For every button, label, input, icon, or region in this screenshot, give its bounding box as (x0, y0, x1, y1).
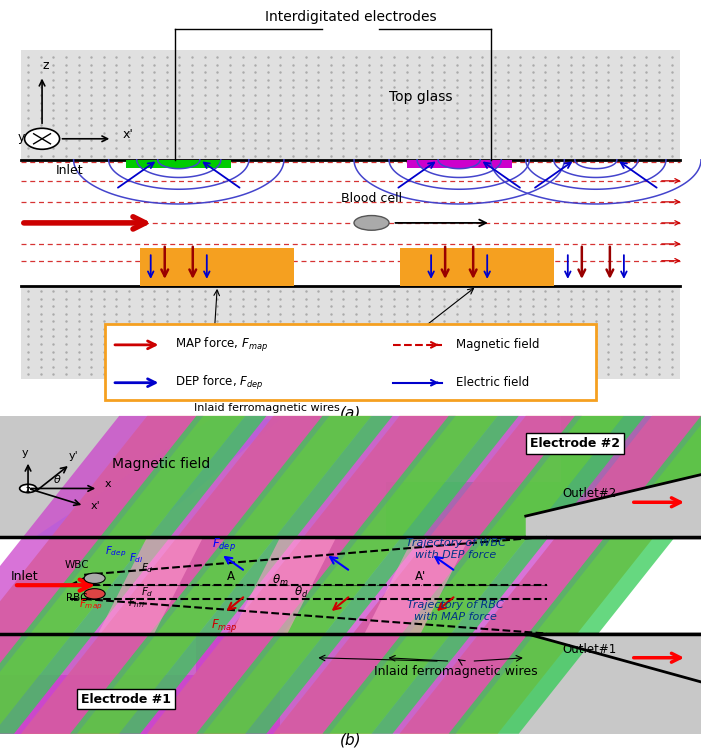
Text: Inlet: Inlet (11, 570, 38, 583)
Ellipse shape (354, 216, 389, 231)
Polygon shape (400, 416, 701, 734)
Text: DEP force, $F_{dep}$: DEP force, $F_{dep}$ (175, 374, 264, 392)
Polygon shape (119, 416, 456, 734)
Text: A': A' (415, 570, 426, 583)
Bar (0, 537, 701, 634)
Text: x: x (105, 478, 111, 489)
Text: $F_d$: $F_d$ (141, 586, 154, 599)
Bar (407, 160, 512, 168)
Text: Inlaid ferromagnetic wires: Inlaid ferromagnetic wires (374, 665, 538, 678)
Polygon shape (0, 416, 203, 734)
Text: z: z (42, 59, 49, 72)
Polygon shape (35, 419, 280, 537)
Text: y: y (21, 448, 28, 457)
Polygon shape (322, 416, 645, 734)
Text: Blood cell: Blood cell (341, 192, 402, 205)
Text: z: z (26, 484, 30, 493)
Bar (105, 324, 596, 400)
Text: $F_{dl}$: $F_{dl}$ (130, 551, 144, 565)
Bar (21, 50, 680, 160)
Text: Interdigitated electrodes: Interdigitated electrodes (265, 10, 436, 24)
Text: MAP force, $F_{map}$: MAP force, $F_{map}$ (175, 336, 268, 354)
Text: Bottom glass: Bottom glass (375, 330, 466, 343)
Circle shape (25, 128, 60, 149)
Text: Top glass: Top glass (389, 89, 452, 104)
Bar (140, 248, 294, 286)
Bar (21, 286, 680, 379)
Polygon shape (21, 416, 372, 734)
Text: Trajectory of WBC
with DEP force: Trajectory of WBC with DEP force (406, 538, 505, 559)
Text: Electric field: Electric field (456, 376, 529, 389)
Text: Inlaid ferromagnetic wires: Inlaid ferromagnetic wires (193, 403, 339, 413)
Polygon shape (449, 416, 701, 734)
Text: $\theta_m$: $\theta_m$ (272, 572, 289, 587)
Text: RBC: RBC (67, 593, 88, 603)
Text: Electrode #2: Electrode #2 (530, 437, 620, 450)
Polygon shape (365, 537, 470, 634)
Polygon shape (273, 416, 624, 734)
Text: Magnetic field: Magnetic field (112, 457, 210, 471)
Text: y: y (18, 131, 25, 144)
Circle shape (84, 589, 105, 599)
Text: (a): (a) (340, 406, 361, 421)
Text: Outlet#2: Outlet#2 (563, 487, 617, 500)
Polygon shape (526, 475, 701, 537)
Text: $\theta_d$: $\theta_d$ (294, 584, 308, 599)
Text: x': x' (91, 501, 101, 511)
Polygon shape (0, 634, 280, 734)
Bar (400, 248, 554, 286)
Polygon shape (245, 416, 582, 734)
Text: (b): (b) (340, 732, 361, 747)
Text: Trajectory of RBC
with MAP force: Trajectory of RBC with MAP force (407, 600, 504, 622)
Text: $F_{dep}$: $F_{dep}$ (212, 536, 236, 553)
Text: WBC: WBC (64, 560, 90, 570)
Text: $F_{map}$: $F_{map}$ (211, 617, 238, 635)
Polygon shape (0, 416, 329, 734)
Text: Electrode #1: Electrode #1 (81, 692, 171, 706)
Polygon shape (147, 416, 498, 734)
Polygon shape (386, 416, 701, 537)
Text: $\theta$: $\theta$ (53, 473, 61, 485)
Text: Outlet#1: Outlet#1 (563, 643, 617, 656)
Polygon shape (98, 537, 203, 634)
Text: y': y' (69, 451, 79, 461)
Text: $F_{dep}$: $F_{dep}$ (105, 544, 126, 559)
Circle shape (84, 573, 105, 584)
Polygon shape (231, 537, 336, 634)
Polygon shape (70, 416, 393, 734)
Polygon shape (0, 416, 266, 734)
Polygon shape (196, 416, 519, 734)
Polygon shape (0, 416, 245, 734)
Text: x': x' (123, 128, 134, 141)
Polygon shape (526, 634, 701, 682)
Text: Inlet: Inlet (56, 164, 83, 177)
Polygon shape (372, 416, 701, 734)
Bar (126, 160, 231, 168)
Text: $F_d$: $F_d$ (141, 561, 154, 575)
Text: $F_{map}$: $F_{map}$ (79, 598, 103, 612)
Text: $F_{ml}$: $F_{ml}$ (128, 596, 145, 610)
Text: Magnetic field: Magnetic field (456, 339, 539, 351)
Circle shape (20, 484, 36, 493)
Text: A: A (227, 570, 236, 583)
